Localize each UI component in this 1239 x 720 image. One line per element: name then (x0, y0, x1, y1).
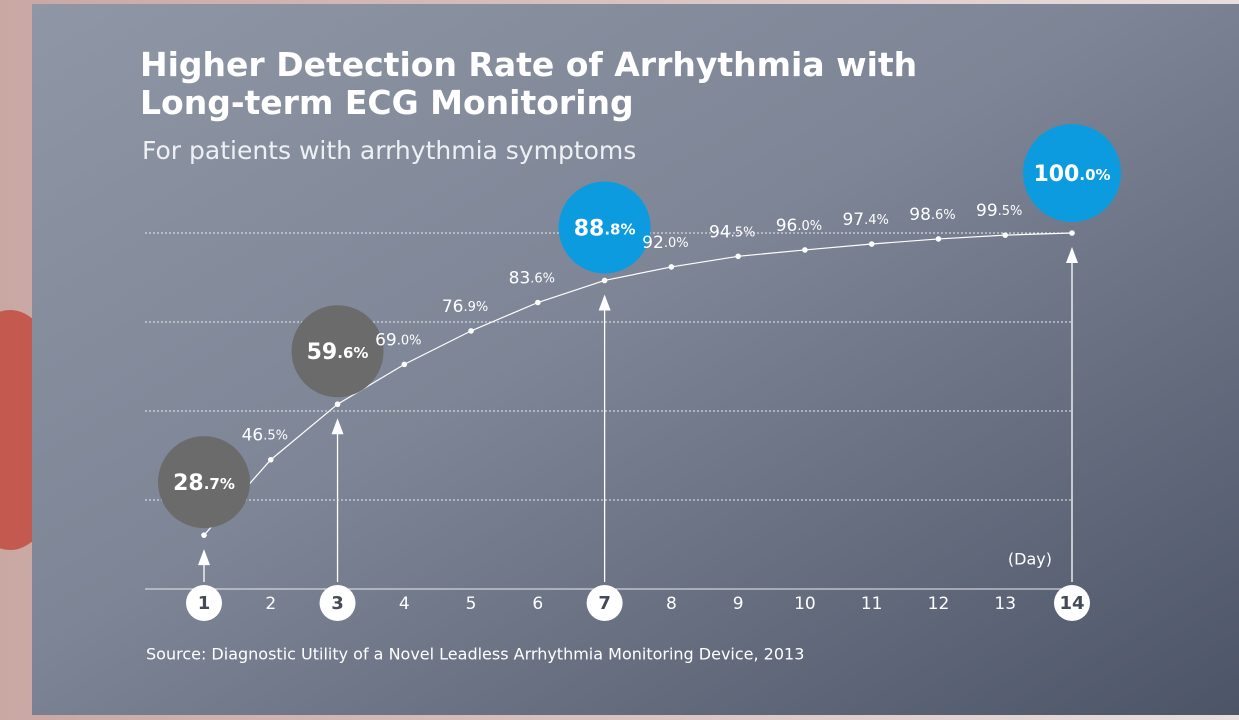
x-tick-label: 7 (598, 593, 611, 614)
data-point (936, 236, 942, 242)
x-tick-label: 2 (265, 594, 276, 614)
source-note: Source: Diagnostic Utility of a Novel Le… (146, 645, 804, 664)
value-label: 94.5% (709, 222, 755, 242)
x-tick-label: 5 (466, 594, 477, 614)
chart: Higher Detection Rate of Arrhythmia with… (0, 0, 1239, 720)
value-label: 97.4% (842, 210, 888, 230)
x-tick-label: 10 (794, 594, 816, 614)
value-label: 96.0% (776, 216, 822, 236)
data-point (268, 457, 274, 463)
value-label: 88.8% (574, 216, 636, 241)
page: Higher Detection Rate of Arrhythmia with… (0, 0, 1239, 720)
data-point (402, 362, 408, 368)
x-axis-label: (Day) (1008, 550, 1052, 569)
value-label: 69.0% (375, 330, 421, 350)
value-label: 99.5% (976, 201, 1022, 221)
x-tick-label: 14 (1059, 593, 1084, 614)
value-label: 46.5% (242, 426, 288, 446)
data-point (468, 328, 474, 334)
x-tick-label: 12 (928, 594, 950, 614)
x-tick-label: 3 (331, 593, 344, 614)
x-tick-label: 9 (733, 594, 744, 614)
x-tick-label: 4 (399, 594, 410, 614)
value-label: 92.0% (642, 233, 688, 253)
data-point (1069, 230, 1075, 236)
chart-subtitle: For patients with arrhythmia symptoms (142, 136, 636, 165)
x-tick-label: 6 (532, 594, 543, 614)
x-tick-label: 8 (666, 594, 677, 614)
x-tick-label: 11 (861, 594, 883, 614)
value-label: 83.6% (509, 269, 555, 289)
x-tick-label: 13 (994, 594, 1016, 614)
value-label: 100.0% (1033, 162, 1110, 187)
data-point (1002, 232, 1008, 238)
value-label: 98.6% (909, 205, 955, 225)
data-point (201, 532, 207, 538)
data-point (535, 300, 541, 306)
x-tick-label: 1 (198, 593, 211, 614)
data-point (869, 241, 875, 247)
data-point (669, 264, 675, 270)
data-point (335, 401, 341, 407)
value-label: 28.7% (173, 471, 235, 496)
data-point (602, 278, 608, 284)
value-label: 59.6% (307, 340, 369, 365)
data-point (802, 247, 808, 253)
value-label: 76.9% (442, 297, 488, 317)
data-point (735, 254, 741, 260)
